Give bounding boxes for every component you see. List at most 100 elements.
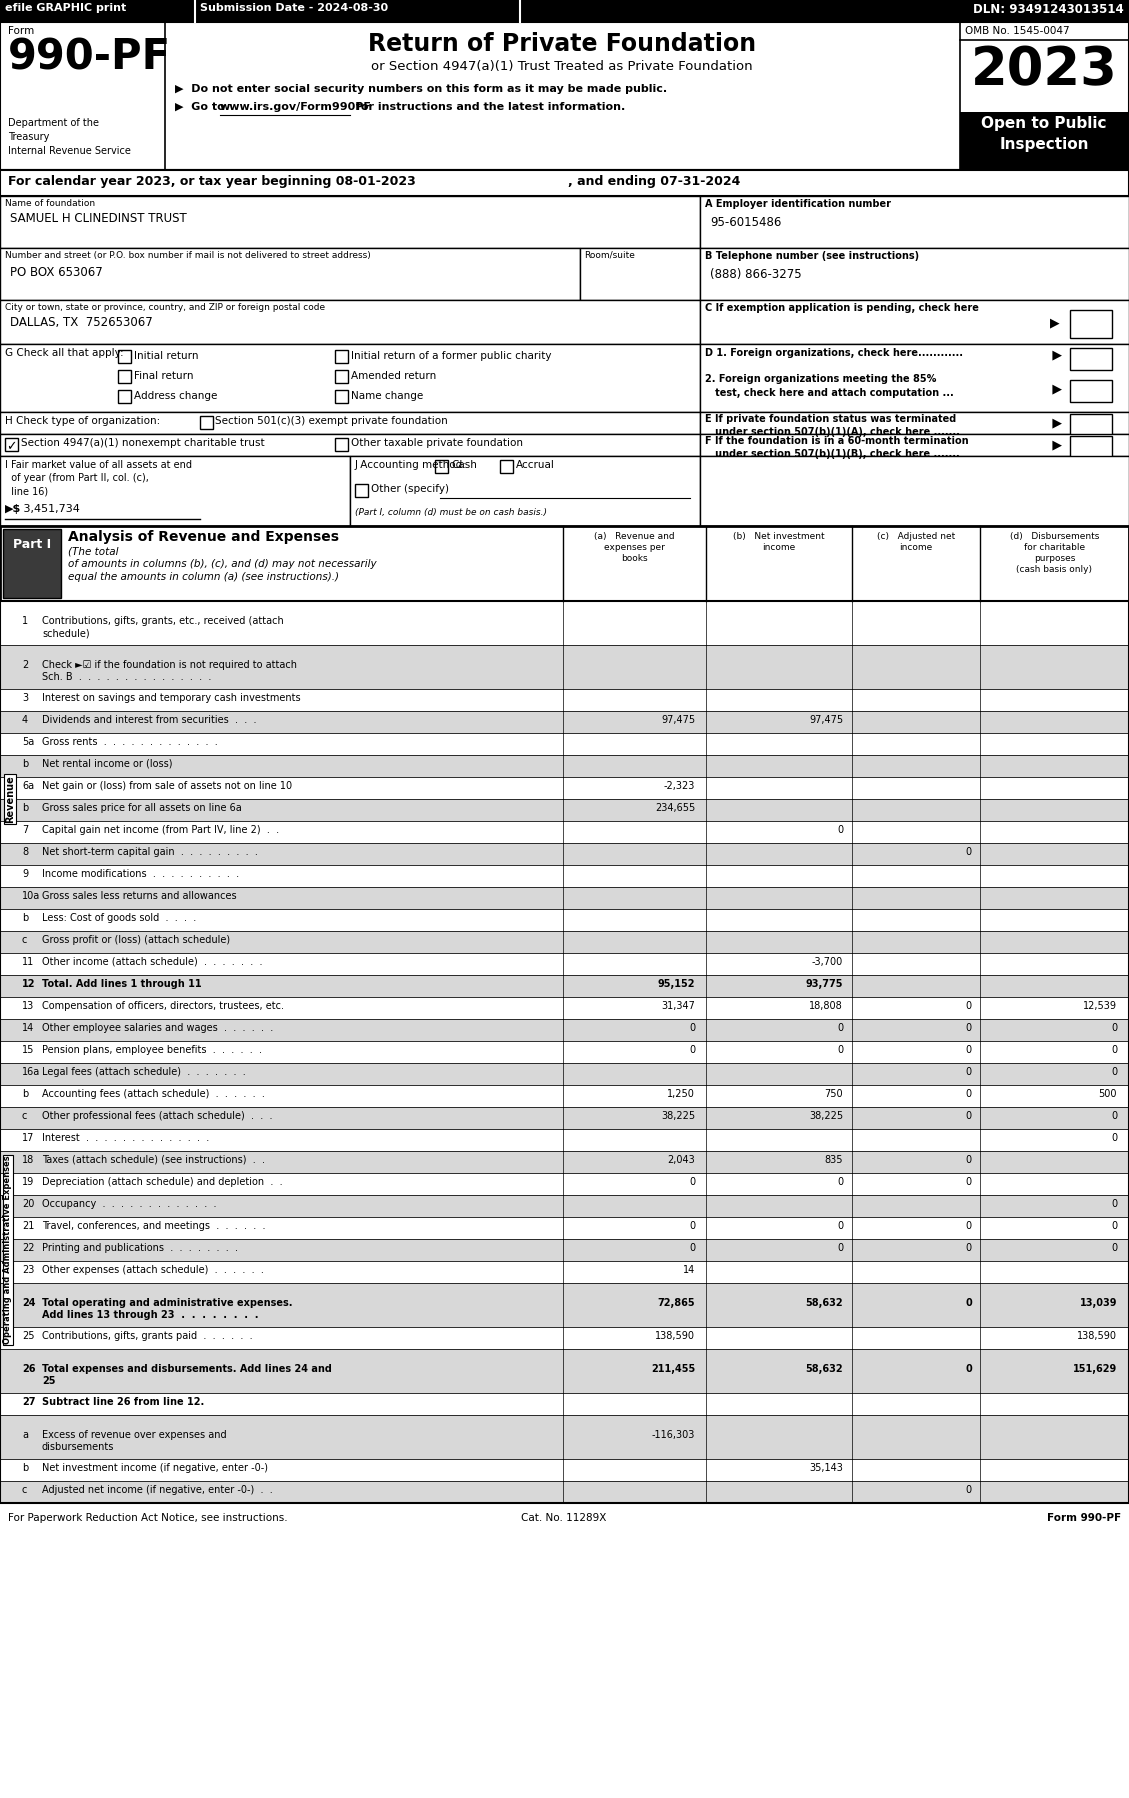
Text: Other expenses (attach schedule)  .  .  .  .  .  .: Other expenses (attach schedule) . . . .… [42,1266,264,1275]
Text: 14: 14 [683,1266,695,1275]
Text: 20: 20 [21,1199,34,1208]
Text: 2023: 2023 [971,43,1118,95]
Text: Net investment income (if negative, enter -0-): Net investment income (if negative, ente… [42,1464,268,1473]
Bar [0,601,1129,1503]
Text: 0: 0 [837,1023,843,1034]
Bar [0,248,580,300]
Text: Section 501(c)(3) exempt private foundation: Section 501(c)(3) exempt private foundat… [215,415,448,426]
Text: 14: 14 [21,1023,34,1034]
Text: Section 4947(a)(1) nonexempt charitable trust: Section 4947(a)(1) nonexempt charitable … [21,439,264,448]
Bar [119,351,131,363]
Text: Other professional fees (attach schedule)  .  .  .: Other professional fees (attach schedule… [42,1111,272,1120]
Text: 3: 3 [21,692,28,703]
Text: Accrual: Accrual [516,460,554,469]
Bar [0,910,1129,931]
Text: Contributions, gifts, grants paid  .  .  .  .  .  .: Contributions, gifts, grants paid . . . … [42,1331,253,1341]
Bar [1070,379,1112,403]
Text: 6a: 6a [21,780,34,791]
Bar [700,433,1129,457]
Text: Initial return of a former public charity: Initial return of a former public charit… [351,351,551,361]
Bar [335,351,348,363]
Bar [335,439,348,451]
Text: for instructions and the latest information.: for instructions and the latest informat… [352,102,625,111]
Text: b: b [21,913,28,922]
Text: 0: 0 [689,1242,695,1253]
Text: Cash: Cash [450,460,476,469]
Text: ▶: ▶ [1048,349,1062,361]
Text: (d)   Disbursements
for charitable
purposes
(cash basis only): (d) Disbursements for charitable purpose… [1009,532,1100,574]
Text: Gross sales less returns and allowances: Gross sales less returns and allowances [42,892,237,901]
Text: 0: 0 [1111,1045,1117,1055]
Text: Net short-term capital gain  .  .  .  .  .  .  .  .  .: Net short-term capital gain . . . . . . … [42,847,257,858]
Text: Occupancy  .  .  .  .  .  .  .  .  .  .  .  .  .: Occupancy . . . . . . . . . . . . . [42,1199,217,1208]
Text: Legal fees (attach schedule)  .  .  .  .  .  .  .: Legal fees (attach schedule) . . . . . .… [42,1066,246,1077]
Text: Other (specify): Other (specify) [371,484,449,494]
Text: efile GRAPHIC print: efile GRAPHIC print [5,4,126,13]
Text: Other employee salaries and wages  .  .  .  .  .  .: Other employee salaries and wages . . . … [42,1023,273,1034]
Bar [0,1415,1129,1458]
Text: 97,475: 97,475 [660,716,695,725]
Bar [700,343,1129,412]
Text: 0: 0 [965,1298,972,1307]
Text: Printing and publications  .  .  .  .  .  .  .  .: Printing and publications . . . . . . . … [42,1242,238,1253]
Text: Interest  .  .  .  .  .  .  .  .  .  .  .  .  .  .: Interest . . . . . . . . . . . . . . [42,1133,209,1144]
Bar [0,1393,1129,1415]
Text: 835: 835 [824,1154,843,1165]
Text: 2: 2 [21,660,28,671]
Bar [1070,349,1112,370]
Text: 0: 0 [1111,1133,1117,1144]
Bar [0,710,1129,734]
Text: Cat. No. 11289X: Cat. No. 11289X [522,1512,606,1523]
Text: 19: 19 [21,1178,34,1187]
Bar [0,1151,1129,1172]
Text: 72,865: 72,865 [657,1298,695,1307]
Text: 500: 500 [1099,1090,1117,1099]
Text: ▶: ▶ [1050,316,1060,329]
Bar [0,1284,1129,1327]
Text: Net rental income or (loss): Net rental income or (loss) [42,759,173,770]
Text: Depreciation (attach schedule) and depletion  .  .: Depreciation (attach schedule) and deple… [42,1178,282,1187]
Text: Form 990-PF: Form 990-PF [1047,1512,1121,1523]
Text: 0: 0 [966,1001,972,1010]
Text: 13: 13 [21,1001,34,1010]
Text: equal the amounts in column (a) (see instructions).): equal the amounts in column (a) (see ins… [68,572,339,583]
Text: (c)   Adjusted net
income: (c) Adjusted net income [877,532,955,552]
Bar [0,1260,1129,1284]
Text: 0: 0 [966,1154,972,1165]
Text: H Check type of organization:: H Check type of organization: [5,415,160,426]
Text: 38,225: 38,225 [808,1111,843,1120]
Text: Interest on savings and temporary cash investments: Interest on savings and temporary cash i… [42,692,300,703]
Text: 0: 0 [689,1178,695,1187]
Bar [0,22,1129,171]
Bar [0,1063,1129,1084]
Text: 15: 15 [21,1045,34,1055]
Text: ✓: ✓ [6,441,17,453]
Text: Contributions, gifts, grants, etc., received (attach
schedule): Contributions, gifts, grants, etc., rece… [42,617,283,638]
Text: 0: 0 [966,1023,972,1034]
Text: I Fair market value of all assets at end
  of year (from Part II, col. (c),
  li: I Fair market value of all assets at end… [5,460,192,496]
Text: 5a: 5a [21,737,34,746]
Bar [1070,414,1112,450]
Text: 0: 0 [1111,1066,1117,1077]
Text: 234,655: 234,655 [655,804,695,813]
Text: b: b [21,1464,28,1473]
Text: 2. Foreign organizations meeting the 85%
   test, check here and attach computat: 2. Foreign organizations meeting the 85%… [704,374,954,397]
Text: 0: 0 [1111,1111,1117,1120]
Text: 9: 9 [21,868,28,879]
Bar [0,343,700,412]
Text: Total. Add lines 1 through 11: Total. Add lines 1 through 11 [42,978,202,989]
Text: 0: 0 [965,1365,972,1374]
Text: Analysis of Revenue and Expenses: Analysis of Revenue and Expenses [68,530,344,545]
Bar [0,931,1129,953]
Text: Adjusted net income (if negative, enter -0-)  .  .: Adjusted net income (if negative, enter … [42,1485,273,1494]
Text: E If private foundation status was terminated
   under section 507(b)(1)(A), che: E If private foundation status was termi… [704,414,960,437]
Text: 0: 0 [689,1221,695,1232]
Bar [0,755,1129,777]
Text: G Check all that apply:: G Check all that apply: [5,349,123,358]
Text: Other income (attach schedule)  .  .  .  .  .  .  .: Other income (attach schedule) . . . . .… [42,957,263,967]
Text: 27: 27 [21,1397,35,1408]
Bar [335,390,348,403]
Text: PO BOX 653067: PO BOX 653067 [10,266,103,279]
Text: ▶$: ▶$ [5,503,21,514]
Text: Amended return: Amended return [351,370,436,381]
